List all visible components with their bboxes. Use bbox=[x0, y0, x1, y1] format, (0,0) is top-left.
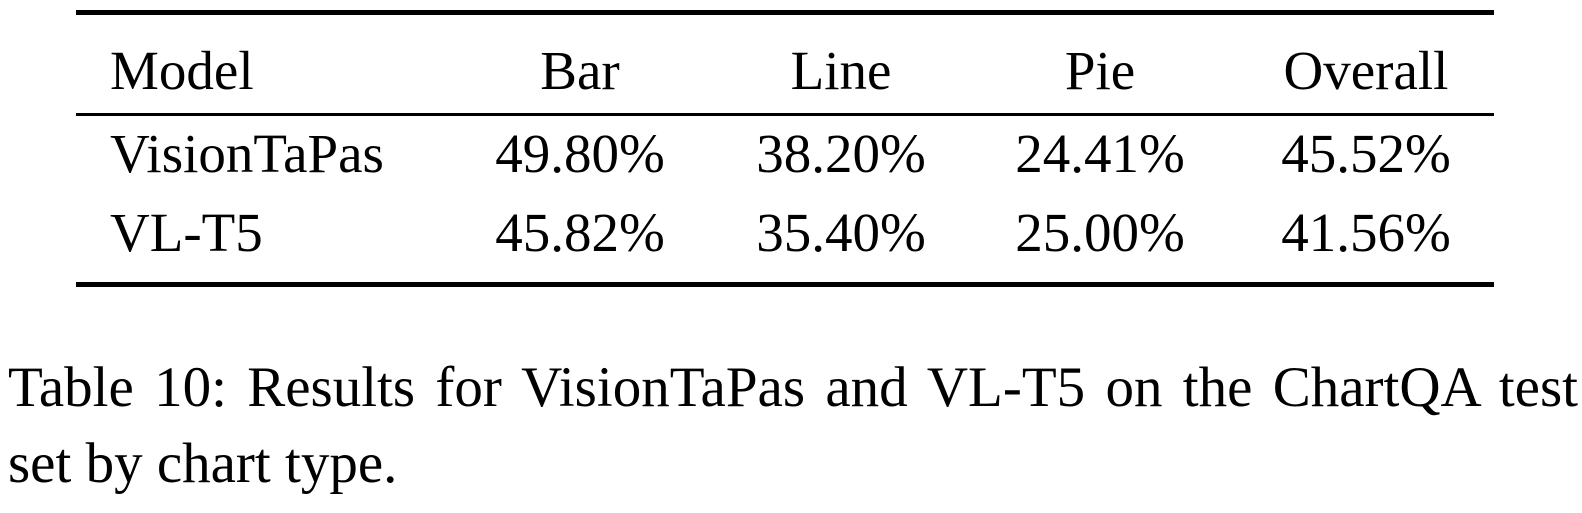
table-caption: Table 10: Results for VisionTaPas and VL… bbox=[8, 356, 1578, 495]
table-row: VL-T5 45.82% 35.40% 25.00% 41.56% bbox=[76, 196, 1494, 282]
header-bar: Bar bbox=[540, 40, 620, 101]
results-table: Model Bar Line Pie Overall VisionTaPas 4… bbox=[76, 10, 1494, 287]
table-top-rule bbox=[76, 10, 1494, 15]
cell-overall: 45.52% bbox=[1281, 122, 1451, 184]
header-model: Model bbox=[110, 40, 254, 101]
header-overall: Overall bbox=[1283, 40, 1449, 101]
table-header-rule bbox=[76, 113, 1494, 116]
cell-line: 35.40% bbox=[756, 201, 926, 263]
table-bottom-rule bbox=[76, 281, 1494, 287]
header-line: Line bbox=[790, 40, 892, 101]
table-row: VisionTaPas 49.80% 38.20% 24.41% 45.52% bbox=[76, 116, 1494, 196]
header-pie: Pie bbox=[1064, 40, 1136, 101]
row-model-name: VisionTaPas bbox=[110, 122, 384, 184]
cell-overall: 41.56% bbox=[1281, 201, 1451, 263]
cell-bar: 49.80% bbox=[495, 122, 665, 184]
cell-bar: 45.82% bbox=[495, 201, 665, 263]
row-model-name: VL-T5 bbox=[110, 201, 263, 263]
cell-pie: 25.00% bbox=[1015, 201, 1185, 263]
cell-pie: 24.41% bbox=[1015, 122, 1185, 184]
cell-line: 38.20% bbox=[756, 122, 926, 184]
table-header-row: Model Bar Line Pie Overall bbox=[76, 15, 1494, 113]
